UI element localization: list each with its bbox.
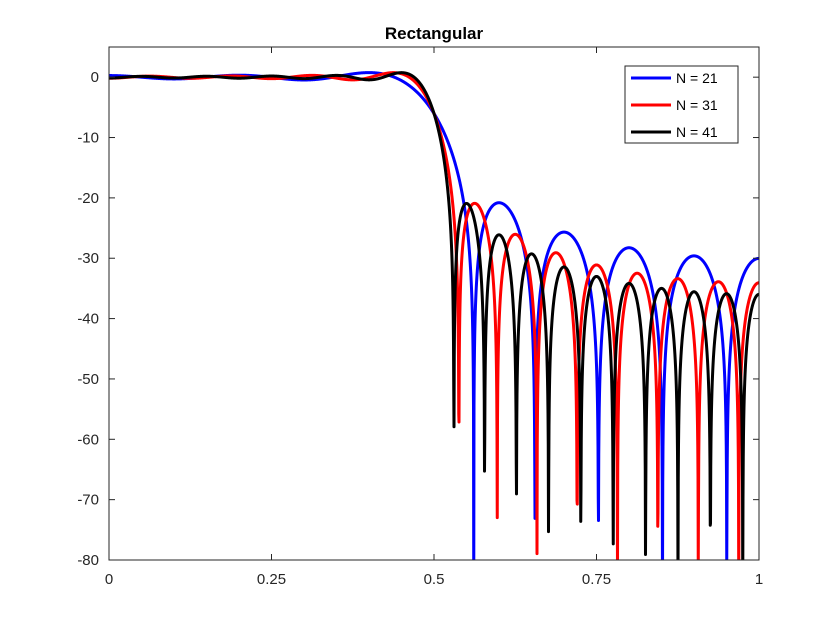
series-line-3 — [109, 71, 759, 560]
y-tick-label: -40 — [77, 311, 99, 328]
y-tick-label: 0 — [91, 69, 99, 86]
series-lines — [109, 71, 759, 560]
legend-label: N = 21 — [676, 70, 718, 86]
chart-title: Rectangular — [385, 24, 484, 43]
x-tick-label: 0.5 — [424, 571, 445, 588]
y-tick-label: -50 — [77, 371, 99, 388]
y-tick-label: -70 — [77, 492, 99, 509]
legend: N = 21 N = 31 N = 41 — [624, 65, 739, 144]
x-tick-label: 0.25 — [257, 571, 286, 588]
legend-label: N = 31 — [676, 97, 718, 113]
y-tick-label: -30 — [77, 250, 99, 267]
y-tick-label: -60 — [77, 431, 99, 448]
y-tick-label: -10 — [77, 130, 99, 147]
x-tick-label: 1 — [755, 571, 763, 588]
x-tick-label: 0.75 — [582, 571, 611, 588]
x-tick-label: 0 — [105, 571, 113, 588]
y-axis: 0 -10 -20 -30 -40 -50 -60 -70 -80 — [77, 69, 759, 569]
y-tick-label: -80 — [77, 552, 99, 569]
legend-label: N = 41 — [676, 124, 718, 140]
y-tick-label: -20 — [77, 190, 99, 207]
x-axis: 0 0.25 0.5 0.75 1 — [105, 47, 763, 588]
